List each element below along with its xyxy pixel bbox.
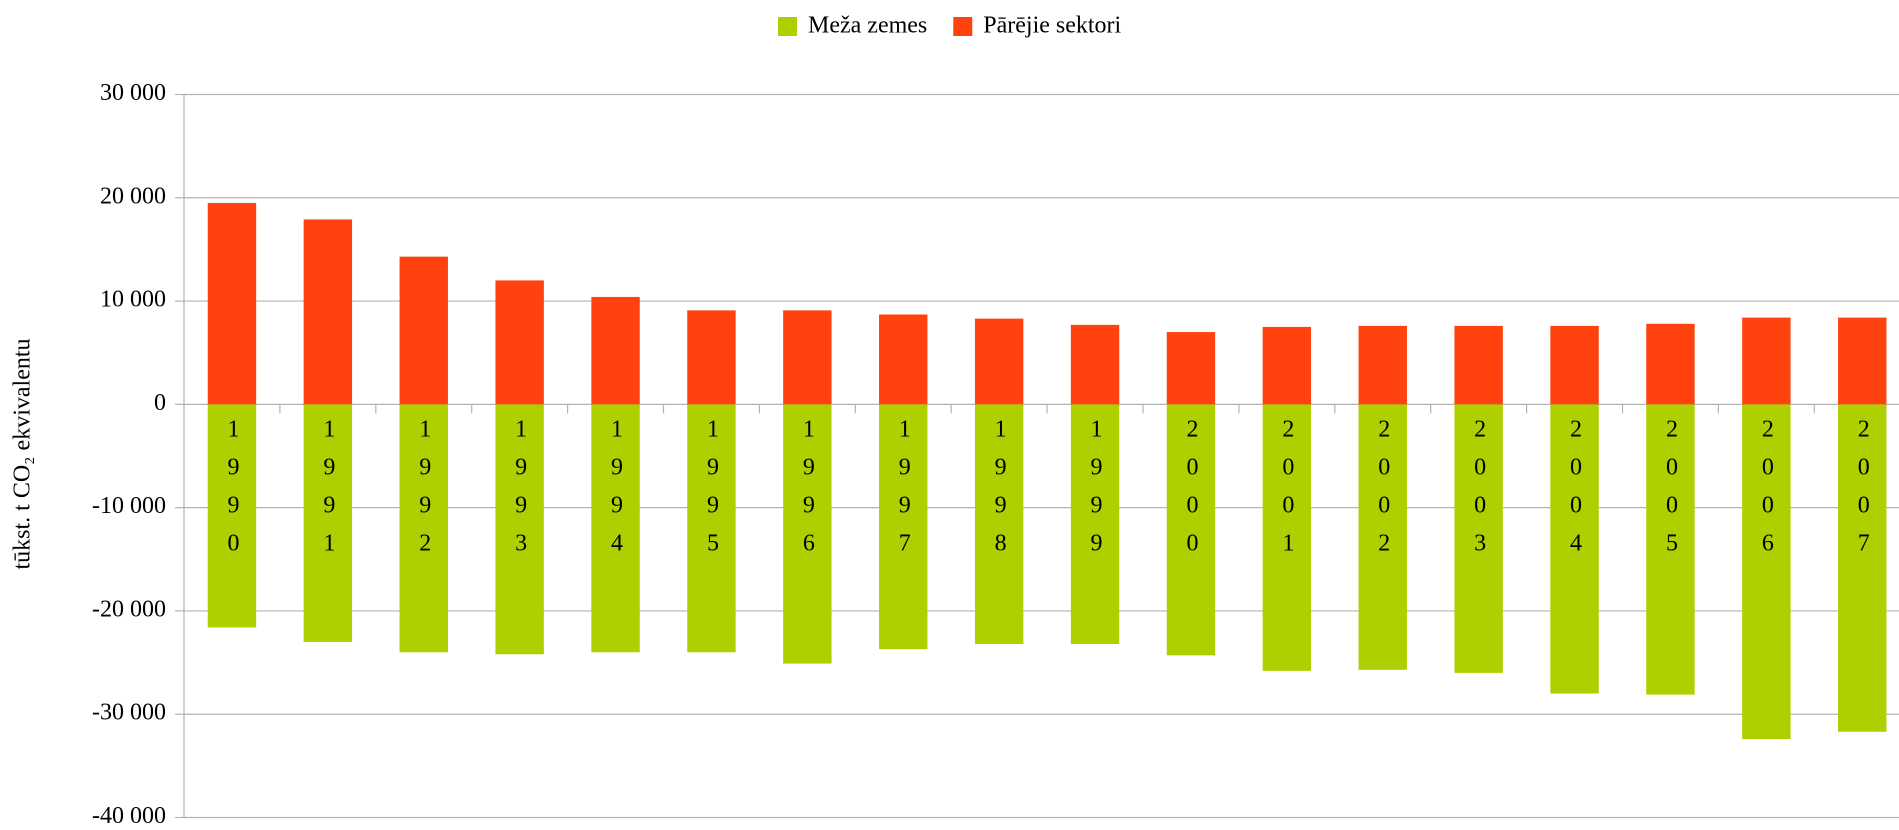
bar xyxy=(1742,317,1791,405)
legend-swatch xyxy=(778,17,797,36)
x-tick-label: 1995 xyxy=(700,416,726,568)
bar xyxy=(1742,404,1791,740)
y-tick-label: -10 000 xyxy=(92,493,166,519)
bar xyxy=(1358,404,1407,670)
bar xyxy=(399,256,448,405)
bar xyxy=(1646,323,1695,405)
bar xyxy=(495,404,544,655)
bar xyxy=(1070,404,1120,644)
x-tick-label: 2005 xyxy=(1659,416,1685,568)
bar xyxy=(783,310,832,405)
y-tick-label: -30 000 xyxy=(92,700,166,726)
bar xyxy=(879,314,928,405)
bar xyxy=(1550,325,1599,405)
y-tick-label: 10 000 xyxy=(100,287,166,313)
bar xyxy=(974,318,1024,405)
x-tick-label: 2003 xyxy=(1467,416,1493,568)
x-tick-label: 1996 xyxy=(796,416,822,568)
x-tick-label: 2006 xyxy=(1755,416,1781,568)
bar xyxy=(687,310,736,405)
bar xyxy=(1070,324,1120,405)
x-tick-label: 2004 xyxy=(1563,416,1589,568)
x-tick-label: 2002 xyxy=(1371,416,1397,568)
bar xyxy=(1262,404,1312,671)
y-tick-label: -40 000 xyxy=(92,803,166,829)
bar xyxy=(591,296,640,405)
bar xyxy=(879,404,928,650)
bar xyxy=(1838,317,1887,405)
x-tick-label: 1998 xyxy=(988,416,1014,568)
x-tick-label: 1992 xyxy=(412,416,438,568)
y-tick-label: 0 xyxy=(154,390,166,416)
y-tick-label: 30 000 xyxy=(100,80,166,106)
bar xyxy=(1454,404,1503,673)
bar xyxy=(303,404,353,642)
x-tick-label: 1999 xyxy=(1084,416,1110,568)
x-tick-label: 1990 xyxy=(220,416,246,568)
x-tick-label: 1991 xyxy=(316,416,342,568)
bar xyxy=(974,404,1024,644)
bar xyxy=(1838,404,1887,732)
bar xyxy=(303,219,353,405)
bar xyxy=(591,404,640,653)
y-axis-label: tūkst. t CO₂ ekvivalentu xyxy=(10,338,36,569)
x-tick-label: 2007 xyxy=(1851,416,1877,568)
bar xyxy=(495,280,544,405)
x-tick-label: 2000 xyxy=(1179,416,1205,568)
x-tick-label: 1994 xyxy=(604,416,630,568)
y-tick-label: -20 000 xyxy=(92,596,166,622)
legend-swatch xyxy=(953,17,973,36)
bar xyxy=(1358,325,1407,405)
y-tick-label: 20 000 xyxy=(100,183,166,209)
bar xyxy=(1262,326,1312,405)
bar xyxy=(1166,404,1216,656)
x-tick-label: 1993 xyxy=(508,416,534,568)
bar xyxy=(1166,332,1216,405)
x-tick-label: 1997 xyxy=(892,416,918,568)
bar xyxy=(399,404,448,653)
legend-label: Meža zemes xyxy=(808,13,927,39)
bar xyxy=(687,404,736,653)
bar xyxy=(783,404,832,664)
legend-label: Pārējie sektori xyxy=(983,13,1121,39)
bar xyxy=(207,202,257,405)
bar xyxy=(207,404,257,628)
x-tick-label: 2001 xyxy=(1275,416,1301,568)
bar xyxy=(1646,404,1695,695)
bar xyxy=(1454,325,1503,405)
bar xyxy=(1550,404,1599,694)
